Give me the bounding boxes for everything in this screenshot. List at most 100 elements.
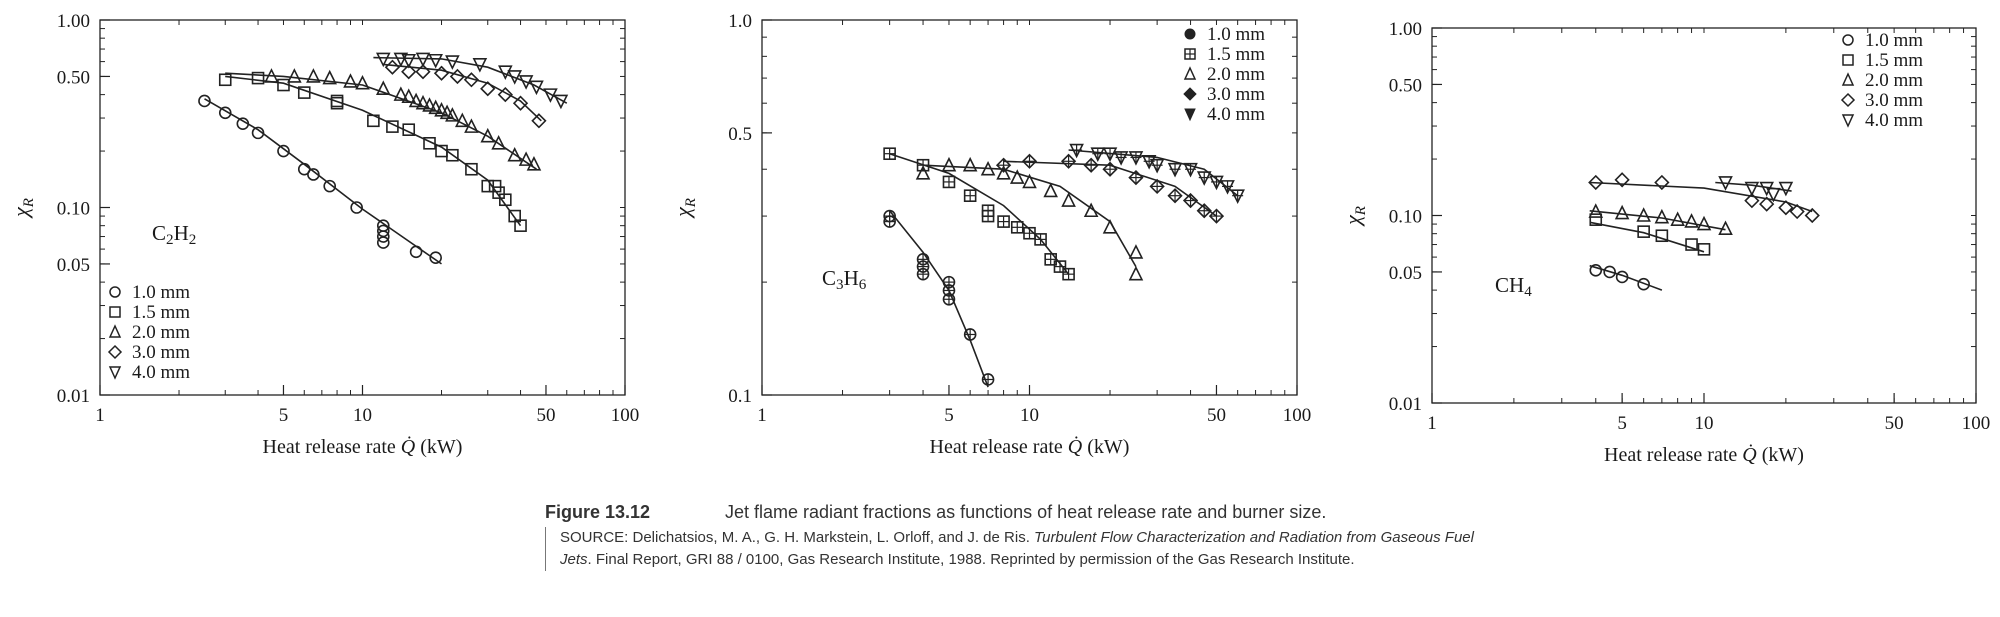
series-20mm: [225, 68, 542, 171]
x-tick-label: 1: [95, 405, 105, 426]
marker-triangle-up: [375, 80, 391, 96]
y-tick-label: 1.0: [728, 11, 752, 32]
marker-diamond: [1804, 207, 1820, 224]
legend-label: 1.5 mm: [1207, 44, 1265, 65]
marker-circle: [307, 168, 320, 181]
marker-triangle-up: [980, 160, 996, 176]
figure-label: Figure 13.12: [545, 502, 651, 522]
legend-label: 1.0 mm: [1207, 24, 1265, 45]
marker-circle: [409, 245, 423, 259]
marker-triangle-up: [1102, 219, 1118, 234]
marker-square: [277, 78, 290, 92]
marker-square: [386, 120, 399, 133]
legend-marker-triangle-up: [1183, 66, 1197, 80]
marker-triangle-up: [445, 107, 460, 122]
x-tick-label: 50: [1885, 413, 1904, 434]
marker-triangle-up: [491, 135, 506, 150]
marker-circle: [198, 94, 211, 108]
fit-curve: [373, 56, 568, 104]
marker-triangle-up: [1670, 211, 1685, 226]
x-tick-label: 100: [1962, 413, 1991, 434]
marker-triangle-up: [428, 99, 443, 115]
x-tick-label: 5: [944, 405, 954, 426]
marker-triangle-up: [1128, 265, 1144, 281]
marker-triangle-down: [1766, 187, 1781, 203]
series-10mm: [198, 94, 442, 265]
marker-triangle-up: [915, 165, 931, 180]
marker-circle: [350, 201, 363, 214]
marker-diamond: [1102, 161, 1118, 177]
marker-triangle-down: [1778, 181, 1794, 197]
figure-title: Jet flame radiant fractions as functions…: [725, 502, 1327, 522]
series-30mm: [995, 153, 1225, 224]
marker-circle: [376, 230, 390, 243]
marker-triangle-down: [543, 88, 558, 103]
y-axis-label: χR: [8, 198, 37, 219]
marker-square: [465, 162, 478, 176]
figure-source: SOURCE: Delichatsios, M. A., G. H. Marks…: [545, 527, 1495, 571]
y-tick-label: 0.1: [728, 386, 752, 407]
x-tick-label: 10: [1020, 405, 1039, 426]
fit-curve: [1589, 210, 1726, 231]
marker-triangle-down: [1718, 176, 1733, 191]
y-axis-label: χR: [1340, 206, 1369, 227]
series-40mm: [1715, 176, 1794, 203]
source-title: Turbulent Flow Characterization and Radi…: [560, 529, 1474, 568]
marker-triangle-up: [962, 156, 978, 172]
legend-marker-circle: [109, 286, 121, 298]
marker-square: [367, 114, 380, 128]
x-axis-label: Heat release rate Q̇ (kW): [930, 435, 1130, 458]
marker-triangle-up: [1696, 215, 1712, 231]
legend-label: 4.0 mm: [1207, 104, 1265, 125]
fuel-label: C2​H2​: [152, 221, 196, 248]
marker-triangle-down: [428, 53, 443, 69]
source-suffix: . Final Report, GRI 88 / 0100, Gas Resea…: [587, 551, 1355, 568]
x-tick-label: 1: [757, 405, 767, 426]
marker-square: [514, 219, 527, 232]
marker-triangle-down: [1744, 181, 1760, 197]
marker-diamond: [463, 72, 480, 88]
marker-triangle-up: [518, 151, 534, 166]
marker-diamond: [1083, 157, 1099, 173]
legend-label: 4.0 mm: [132, 362, 190, 383]
marker-triangle-up: [507, 146, 522, 162]
marker-triangle-up: [464, 118, 479, 133]
marker-diamond: [1182, 192, 1199, 209]
source-prefix: SOURCE: Delichatsios, M. A., G. H. Marks…: [560, 529, 1035, 546]
y-tick-label: 0.5: [728, 124, 752, 145]
marker-triangle-down: [553, 94, 569, 110]
y-tick-label: 0.10: [1389, 207, 1422, 228]
legend-marker-diamond: [1840, 92, 1856, 108]
marker-triangle-down: [518, 75, 534, 90]
x-tick-label: 100: [611, 405, 640, 426]
x-tick-label: 50: [536, 405, 555, 426]
marker-triangle-down: [445, 55, 460, 70]
marker-triangle-up: [526, 156, 542, 171]
y-tick-label: 1.00: [57, 11, 90, 32]
legend-marker-diamond: [1183, 87, 1197, 101]
series-40mm: [1068, 143, 1245, 204]
marker-diamond: [433, 65, 450, 81]
legend-label: 1.0 mm: [1865, 30, 1923, 51]
y-tick-label: 0.05: [1389, 263, 1422, 284]
legend-marker-triangle-up: [1841, 72, 1855, 86]
marker-square: [499, 193, 512, 207]
marker-diamond: [1744, 193, 1760, 209]
series-15mm: [1589, 213, 1711, 256]
marker-triangle-down: [375, 52, 391, 68]
marker-triangle-up: [1614, 204, 1630, 220]
marker-square: [423, 136, 436, 150]
x-tick-label: 10: [1695, 413, 1714, 434]
fit-curve: [1589, 221, 1705, 253]
marker-square: [1589, 213, 1603, 226]
marker-diamond: [1654, 174, 1670, 191]
marker-square: [330, 94, 344, 108]
marker-triangle-up: [480, 127, 496, 143]
y-tick-label: 0.01: [1389, 394, 1422, 415]
marker-triangle-down: [415, 52, 431, 68]
marker-triangle-up: [393, 86, 409, 101]
marker-circle: [218, 106, 232, 120]
marker-circle: [251, 126, 265, 140]
marker-square: [218, 73, 232, 87]
marker-diamond: [1060, 153, 1077, 169]
